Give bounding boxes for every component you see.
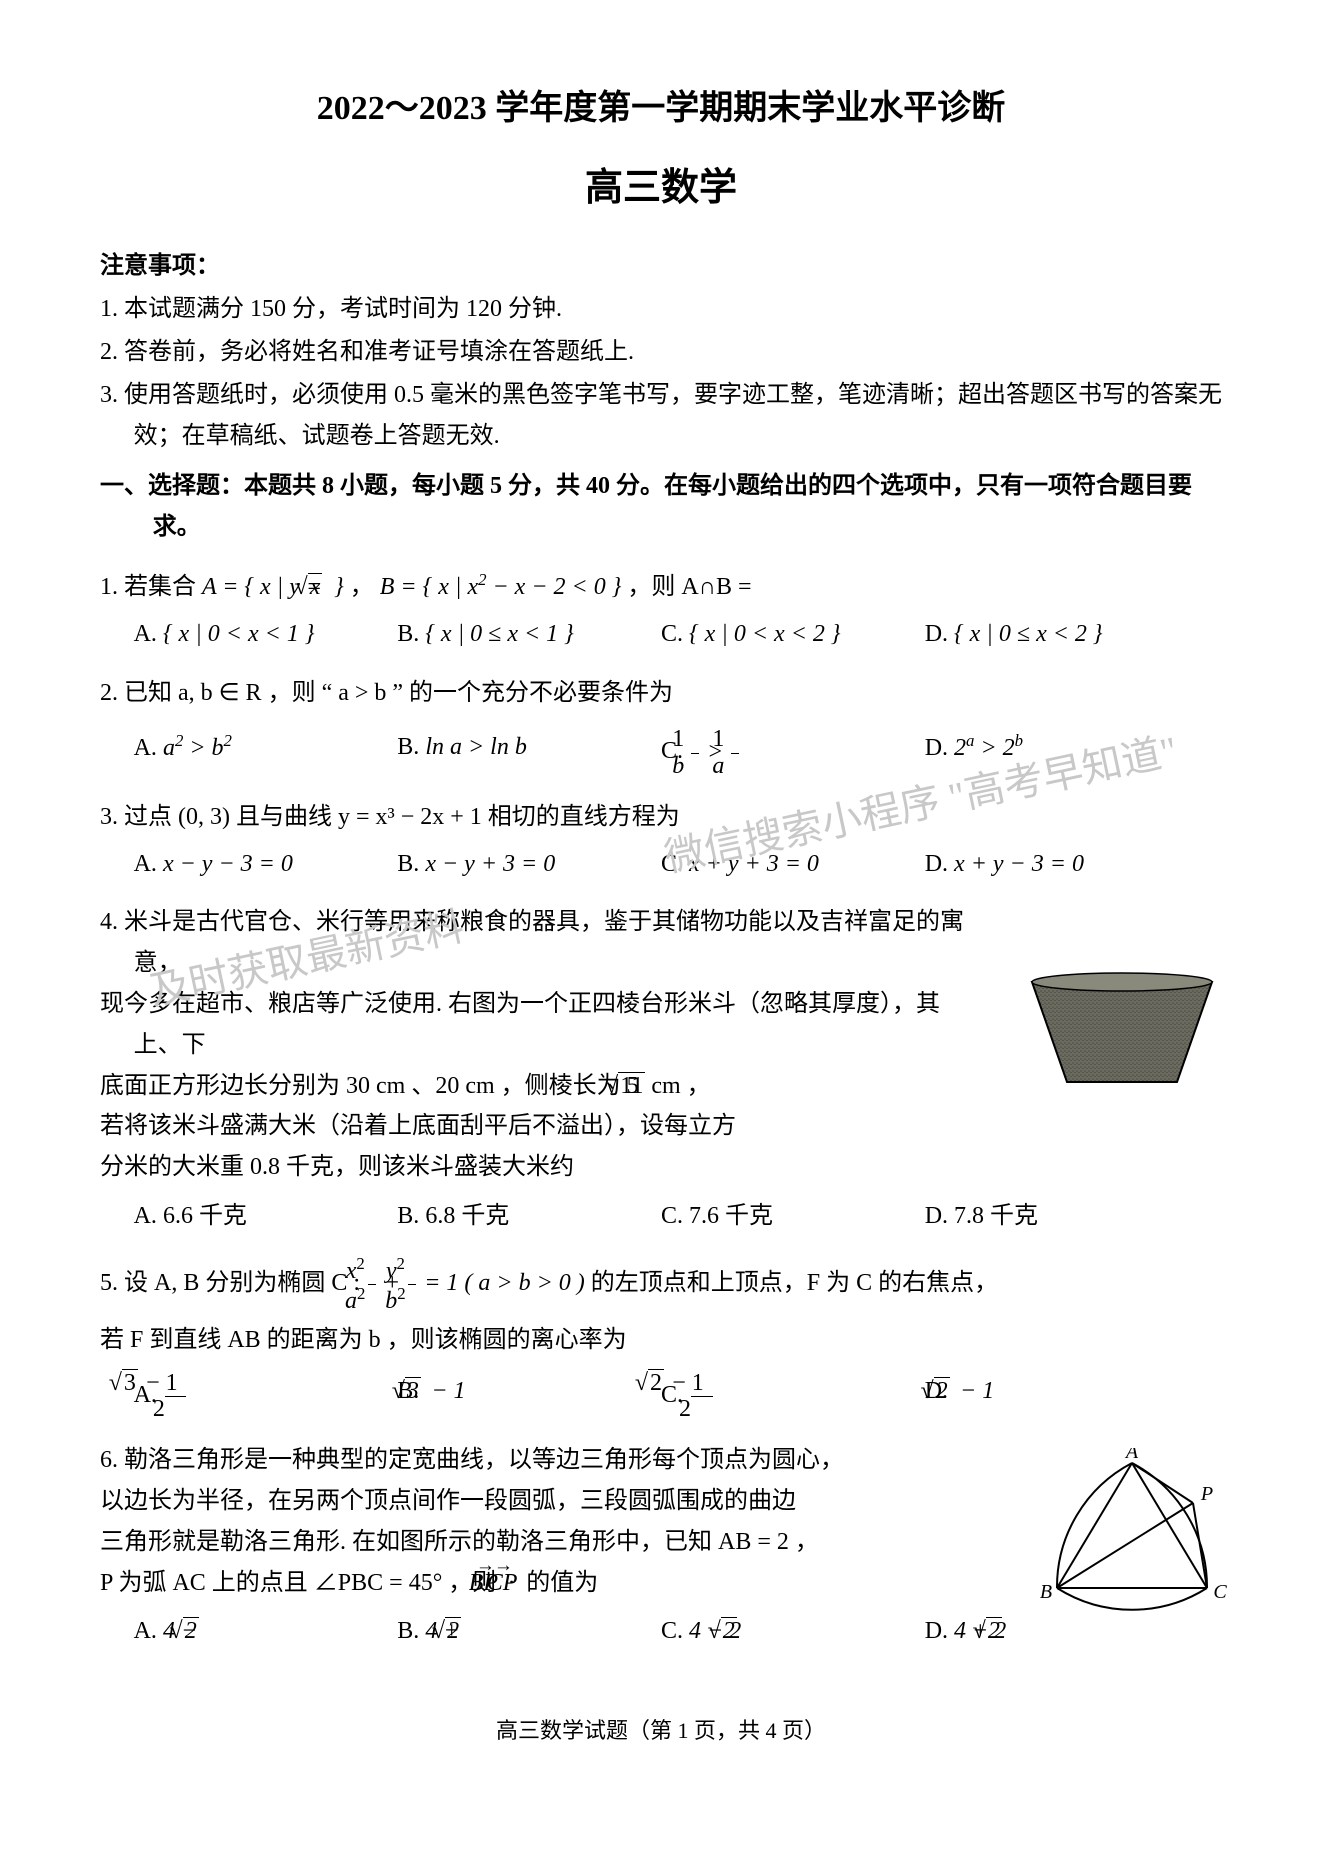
q1-option-d: D. { x | 0 ≤ x < 2 }: [958, 614, 1222, 655]
q5-options: A. 3 − 12 B. 3 − 1 C. 2 − 12 D. 2 − 1: [134, 1371, 1222, 1422]
reuleaux-figure: A B C P: [1032, 1448, 1232, 1618]
q4-line3: 底面正方形边长分别为 30 cm 、20 cm ，侧棱长为 511 cm ，: [134, 1066, 982, 1107]
q1-stem-pre: 1. 若集合: [100, 574, 202, 600]
notice-item-1: 1. 本试题满分 150 分，考试时间为 120 分钟.: [100, 289, 1222, 330]
question-5: 5. 设 A, B 分别为椭圆 C : x2a2 + y2b2 = 1 ( a …: [100, 1255, 1222, 1423]
q4-options: A. 6.6 千克 B. 6.8 千克 C. 7.6 千克 D. 7.8 千克: [134, 1196, 1222, 1237]
q1-option-a: A. { x | 0 < x < 1 }: [167, 614, 431, 655]
edge-ab: [1057, 1463, 1132, 1588]
question-3: 微信搜索小程序 "高考早知道" 3. 过点 (0, 3) 且与曲线 y = x³…: [100, 797, 1222, 885]
q1-stem-mid: ，: [350, 574, 380, 600]
q1-option-c: C. { x | 0 < x < 2 }: [695, 614, 959, 655]
q2-stem: 2. 已知 a, b ∈ R ，则 “ a > b ” 的一个充分不必要条件为: [134, 673, 1222, 714]
q1-options: A. { x | 0 < x < 1 } B. { x | 0 ≤ x < 1 …: [134, 614, 1222, 655]
q6-option-a: A. 4 − 2: [167, 1611, 431, 1652]
q3-options: A. x − y − 3 = 0 B. x − y + 3 = 0 C. x +…: [134, 844, 1222, 885]
q4-line4: 若将该米斗盛满大米（沿着上底面刮平后不溢出），设每立方: [134, 1106, 982, 1147]
label-p: P: [1200, 1483, 1213, 1505]
q4-option-c: C. 7.6 千克: [695, 1196, 959, 1237]
q6-option-b: B. 4 + 2: [431, 1611, 695, 1652]
q3-option-a: A. x − y − 3 = 0: [167, 844, 431, 885]
q4-option-b: B. 6.8 千克: [431, 1196, 695, 1237]
q5-stem-line1: 5. 设 A, B 分别为椭圆 C : x2a2 + y2b2 = 1 ( a …: [134, 1255, 1222, 1314]
q3-stem: 3. 过点 (0, 3) 且与曲线 y = x³ − 2x + 1 相切的直线方…: [134, 797, 1222, 838]
notice-heading: 注意事项：: [100, 246, 1222, 287]
question-6: 6. 勒洛三角形是一种典型的定宽曲线，以等边三角形每个顶点为圆心， 以边长为半径…: [100, 1440, 1222, 1652]
q1-stem: 1. 若集合 A = { x | y = x } ， B = { x | x2 …: [134, 566, 1222, 608]
page-title-line1: 2022～2023 学年度第一学期期末学业水平诊断: [100, 80, 1222, 138]
question-1: 1. 若集合 A = { x | y = x } ， B = { x | x2 …: [100, 566, 1222, 655]
label-a: A: [1124, 1448, 1139, 1463]
q1-stem-post: ，则 A∩B =: [627, 574, 751, 600]
notice-item-2: 2. 答卷前，务必将姓名和准考证号填涂在答题纸上.: [100, 332, 1222, 373]
frustum-top: [1032, 973, 1212, 991]
q4-line5: 分米的大米重 0.8 千克，则该米斗盛装大米约: [134, 1147, 982, 1188]
q2-option-d: D. 2a > 2b: [958, 727, 1222, 778]
q6-line3: 三角形就是勒洛三角形. 在如图所示的勒洛三角形中，已知 AB = 2 ，: [134, 1522, 1002, 1563]
q4-line2: 现今多在超市、粮店等广泛使用. 右图为一个正四棱台形米斗（忽略其厚度），其上、下: [134, 984, 982, 1066]
line-ap: [1132, 1463, 1193, 1503]
q5-stem-line2: 若 F 到直线 AB 的距离为 b ，则该椭圆的离心率为: [134, 1320, 1222, 1361]
q6-line4: P 为弧 AC 上的点且 ∠PBC = 45° ，则 BP · CP 的值为: [134, 1563, 1002, 1604]
page-footer: 高三数学试题（第 1 页，共 4 页）: [100, 1712, 1222, 1749]
page-title-line2: 高三数学: [100, 156, 1222, 221]
exam-page: 2022～2023 学年度第一学期期末学业水平诊断 高三数学 注意事项： 1. …: [0, 0, 1322, 1790]
q4-option-d: D. 7.8 千克: [958, 1196, 1222, 1237]
q5-option-d: D. 2 − 1: [958, 1371, 1222, 1422]
q6-line2: 以边长为半径，在另两个顶点间作一段圆弧，三段圆弧围成的曲边: [134, 1481, 1002, 1522]
q3-option-b: B. x − y + 3 = 0: [431, 844, 695, 885]
q2-option-a: A. a2 > b2: [167, 727, 431, 778]
q2-options: A. a2 > b2 B. ln a > ln b C. 1b > 1a D. …: [134, 727, 1222, 778]
q6-line1: 6. 勒洛三角形是一种典型的定宽曲线，以等边三角形每个顶点为圆心，: [134, 1440, 1002, 1481]
q3-option-d: D. x + y − 3 = 0: [958, 844, 1222, 885]
question-2: 2. 已知 a, b ∈ R ，则 “ a > b ” 的一个充分不必要条件为 …: [100, 673, 1222, 779]
q4-line1: 4. 米斗是古代官仓、米行等用来称粮食的器具，鉴于其储物功能以及吉祥富足的寓意，: [134, 902, 982, 984]
q1-set-a: A = { x | y = x }: [202, 574, 344, 600]
label-b: B: [1040, 1581, 1052, 1603]
question-4: 及时获取最新资料 4. 米斗是古代官仓、米行等用来称粮食的器具，鉴于其储物功能以…: [100, 902, 1222, 1236]
section-1-heading: 一、选择题：本题共 8 小题，每小题 5 分，共 40 分。在每小题给出的四个选…: [100, 466, 1222, 548]
q2-option-c: C. 1b > 1a: [695, 727, 959, 778]
q3-option-c: C. x + y + 3 = 0: [695, 844, 959, 885]
q1-option-b: B. { x | 0 ≤ x < 1 }: [431, 614, 695, 655]
notice-item-3: 3. 使用答题纸时，必须使用 0.5 毫米的黑色签字笔书写，要字迹工整，笔迹清晰…: [100, 375, 1222, 457]
label-c: C: [1213, 1581, 1227, 1603]
frustum-figure: [1012, 962, 1232, 1092]
q1-set-b: B = { x | x2 − x − 2 < 0 }: [380, 574, 622, 600]
arc-cb: [1057, 1588, 1207, 1610]
q4-option-a: A. 6.6 千克: [167, 1196, 431, 1237]
q2-option-b: B. ln a > ln b: [431, 727, 695, 778]
frustum-body: [1032, 982, 1212, 1082]
q5-option-c: C. 2 − 12: [695, 1371, 959, 1422]
q6-option-c: C. 4 − 22: [695, 1611, 959, 1652]
